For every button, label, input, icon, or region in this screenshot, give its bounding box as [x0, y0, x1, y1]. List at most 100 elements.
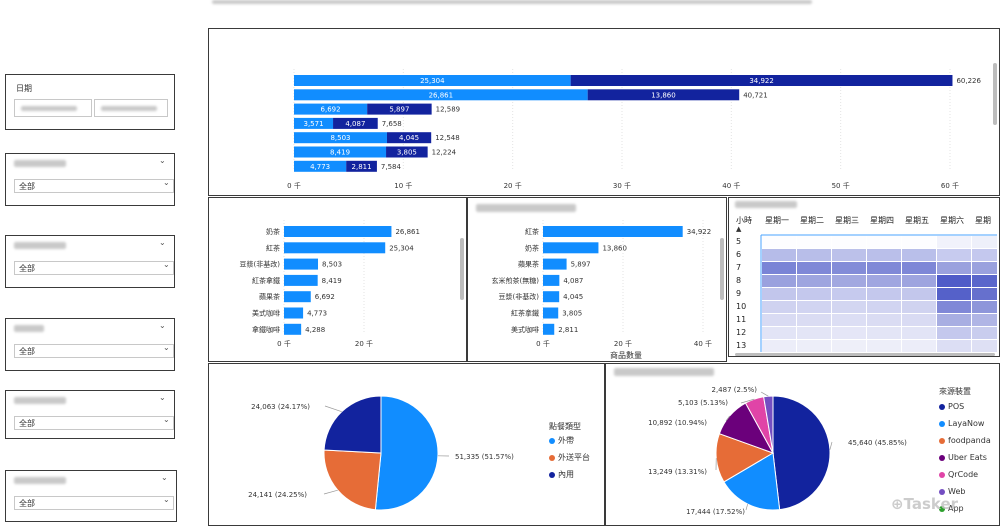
heatmap-cell	[797, 262, 831, 274]
heatmap-cell	[832, 314, 866, 326]
x-axis-label: 商品數量	[610, 351, 642, 360]
legend-item-takeout[interactable]: 外帶	[549, 435, 574, 446]
stacked-bar-panel: 0 千 10 千 20 千 30 千 40 千 50 千 60 千 25,304 34,922 6…	[208, 28, 1000, 196]
total-label: 7,584	[381, 163, 402, 171]
collapse-chevron-icon[interactable]: ⌄	[161, 473, 168, 482]
bar-segment-dark	[367, 103, 432, 115]
heatmap-cell	[937, 288, 971, 300]
scrollbar-handle[interactable]	[460, 238, 464, 300]
slice-label: 45,640 (45.85%)	[848, 439, 907, 447]
data-label: 5,897	[571, 261, 591, 269]
collapse-chevron-icon[interactable]: ⌄	[159, 156, 166, 165]
collapse-chevron-icon[interactable]: ⌄	[159, 238, 166, 247]
collapse-chevron-icon[interactable]: ⌄	[159, 393, 166, 402]
legend-item-layanow[interactable]: LayaNow	[939, 419, 984, 428]
collapse-chevron-icon[interactable]: ⌄	[159, 321, 166, 330]
filter-slicer-5[interactable]: ⌄ 全部 ⌄	[5, 470, 177, 522]
slice-label: 2,487 (2.5%)	[711, 386, 757, 394]
filter-slicer-3[interactable]: ⌄ 全部 ⌄	[5, 318, 175, 371]
legend-item-app[interactable]: App	[939, 504, 964, 513]
stacked-bar-chart: 0 千 10 千 20 千 30 千 40 千 50 千 60 千 25,304 34,922 6…	[287, 69, 982, 190]
category-label: 紅茶拿鐵	[511, 309, 539, 318]
x-tick-label: 20 千	[504, 181, 522, 190]
sort-up-icon[interactable]: ▲	[736, 225, 742, 233]
legend-item-foodpanda[interactable]: foodpanda	[939, 436, 991, 445]
filter-title-blur	[14, 160, 66, 167]
bar-left-panel: 0 千 20 千 奶茶 26,861 紅茶 25,304 豆漿(非基改) 8,503 紅茶拿鐵 8…	[208, 197, 467, 362]
bar-segment-light	[294, 146, 387, 158]
heatmap-cell	[937, 301, 971, 313]
date-end-input[interactable]	[94, 99, 168, 117]
data-label: 4,045	[399, 134, 419, 142]
heatmap-cell	[797, 340, 831, 352]
bar-mid-chart: 0 千 20 千 40 千 紅茶 34,922 奶茶 13,860 蘋果茶 5,897 玄米煎茶(…	[492, 220, 712, 348]
legend-item-ubereats[interactable]: Uber Eats	[939, 453, 987, 462]
pie-slice	[772, 395, 831, 511]
legend-dot	[939, 420, 945, 427]
heatmap-cell	[867, 340, 901, 352]
slice-label: 24,141 (24.25%)	[248, 491, 307, 499]
filter-title-blur	[14, 397, 66, 404]
heatmap-cell	[797, 288, 831, 300]
slice-label: 13,249 (13.31%)	[648, 468, 707, 476]
heatmap-cell	[832, 275, 866, 287]
heatmap-hour: 10	[736, 302, 747, 311]
filter-dropdown-2[interactable]: 全部 ⌄	[14, 260, 174, 275]
data-label: 8,419	[330, 149, 350, 157]
legend-dot	[939, 505, 945, 512]
horizontal-scrollbar[interactable]	[735, 353, 995, 356]
legend-item-dinein[interactable]: 內用	[549, 469, 574, 480]
scrollbar-handle[interactable]	[993, 63, 997, 125]
heatmap-cell	[867, 249, 901, 261]
data-label: 4,087	[563, 277, 583, 285]
x-tick-label: 0 千	[277, 339, 291, 348]
filter-dropdown-3[interactable]: 全部 ⌄	[14, 343, 174, 358]
legend-item-qrcode[interactable]: QrCode	[939, 470, 978, 479]
filter-slicer-1[interactable]: ⌄ 全部 ⌄	[5, 153, 175, 206]
filter-dropdown-1[interactable]: 全部 ⌄	[14, 178, 174, 193]
legend-label: Uber Eats	[948, 453, 987, 462]
legend-item-web[interactable]: Web	[939, 487, 965, 496]
heatmap-hour: 7	[736, 263, 742, 272]
bar	[284, 274, 318, 286]
heatmap-cell	[937, 262, 971, 274]
total-label: 12,548	[435, 134, 460, 142]
dropdown-value: 全部	[19, 419, 35, 428]
bar-segment-dark	[587, 89, 740, 101]
scrollbar-handle[interactable]	[720, 238, 724, 300]
heatmap-cell	[832, 236, 866, 248]
heatmap-cell	[832, 301, 866, 313]
chevron-down-icon: ⌄	[163, 178, 170, 187]
legend-item-delivery[interactable]: 外送平台	[549, 452, 590, 463]
legend-dot	[939, 403, 945, 410]
data-label: 6,692	[321, 106, 341, 114]
bar-segment-dark	[333, 117, 378, 129]
filter-slicer-4[interactable]: ⌄ 全部 ⌄	[5, 390, 175, 439]
date-start-input[interactable]	[14, 99, 92, 117]
data-label: 3,805	[397, 149, 417, 157]
date-slicer[interactable]: 日期	[5, 74, 175, 130]
legend-label: 外送平台	[558, 453, 590, 462]
bar-segment-light	[294, 89, 588, 101]
top-toolbar-blur	[212, 0, 812, 4]
dropdown-value: 全部	[19, 347, 35, 356]
total-label: 12,224	[432, 149, 457, 157]
heatmap-cell	[762, 288, 796, 300]
heatmap-hour: 12	[736, 328, 747, 337]
filter-dropdown-5[interactable]: 全部 ⌄	[14, 495, 174, 510]
legend-item-pos[interactable]: POS	[939, 402, 964, 411]
category-label: 拿鐵咖啡	[252, 325, 280, 334]
heatmap-cell	[762, 314, 796, 326]
heatmap-day: 星期四	[870, 216, 894, 225]
bar	[284, 258, 319, 270]
heatmap-cell	[797, 327, 831, 339]
filter-dropdown-4[interactable]: 全部 ⌄	[14, 415, 174, 430]
category-label: 美式咖啡	[252, 309, 280, 318]
heatmap-cell	[762, 301, 796, 313]
bar-segment-dark	[386, 132, 432, 144]
heatmap-cell	[937, 340, 971, 352]
bar	[543, 307, 559, 319]
filter-slicer-2[interactable]: ⌄ 全部 ⌄	[5, 235, 175, 288]
dropdown-value: 全部	[19, 264, 35, 273]
legend-title: 來源裝置	[939, 387, 971, 396]
